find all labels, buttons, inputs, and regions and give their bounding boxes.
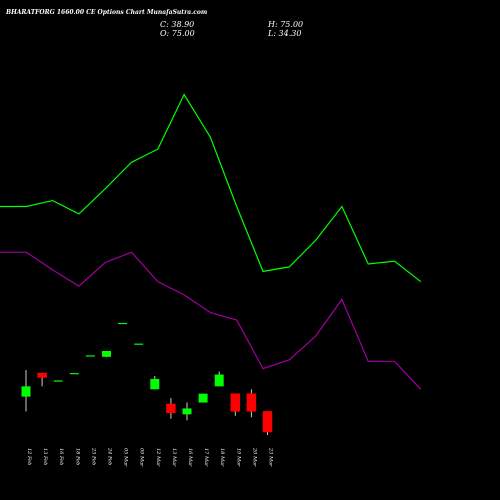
candle-body <box>21 386 31 397</box>
candle <box>166 398 176 419</box>
candle <box>118 322 128 325</box>
candle-body <box>102 350 111 357</box>
close-readout: C: 38.90 <box>160 20 194 29</box>
candle-body <box>182 408 192 415</box>
candle <box>262 411 273 435</box>
candles-group <box>21 322 273 435</box>
x-tick-label: 18 Mar <box>219 448 225 467</box>
candle-body <box>37 372 47 378</box>
indicator-line-1 <box>0 93 422 283</box>
x-tick-label: 19 Mar <box>235 448 241 467</box>
candle <box>214 371 224 387</box>
candle-body <box>69 373 79 375</box>
candle <box>102 350 111 357</box>
candle <box>69 373 79 375</box>
candle-body <box>230 393 241 412</box>
high-readout: H: 75.00 <box>267 20 303 29</box>
x-tick-label: 24 Feb <box>107 447 113 465</box>
x-tick-labels: 12 Feb 13 Feb 16 Feb 18 Feb 23 Feb 24 Feb 05 M… <box>26 447 274 467</box>
candle-body <box>53 380 63 382</box>
candle <box>53 380 63 382</box>
candle <box>150 376 160 390</box>
candle-body <box>134 343 144 345</box>
x-tick-label: 12 Feb <box>26 448 32 465</box>
x-tick-label: 13 Mar <box>171 448 177 467</box>
x-tick-label: 23 Feb <box>90 447 96 465</box>
candle <box>230 393 241 416</box>
x-tick-label: 20 Mar <box>251 447 257 467</box>
x-tick-label: 16 Mar <box>187 448 193 467</box>
candle-body <box>118 322 128 325</box>
candle-body <box>214 374 224 387</box>
x-tick-label: 05 Mar <box>123 448 129 467</box>
candle-body <box>150 378 160 390</box>
candle-body <box>262 411 273 433</box>
x-tick-label: 13 Feb <box>42 448 48 465</box>
indicator-line-2 <box>0 251 422 390</box>
candle <box>198 393 208 403</box>
candle-body <box>85 355 95 357</box>
x-tick-label: 09 Mar <box>139 448 145 467</box>
x-tick-label: 17 Mar <box>203 448 209 467</box>
x-tick-label: 18 Feb <box>74 448 80 465</box>
chart-title: BHARATFORG 1660.00 CE Options Chart Muna… <box>5 9 207 16</box>
candle-body <box>166 403 176 414</box>
low-readout: L: 34.30 <box>267 29 301 38</box>
indicator-lines <box>0 93 422 390</box>
x-tick-label: 23 Mar <box>268 447 274 467</box>
candle <box>182 402 192 421</box>
candle <box>246 389 257 418</box>
candle <box>21 370 31 412</box>
candle-body <box>246 393 257 412</box>
x-tick-label: 16 Feb <box>58 448 64 465</box>
x-tick-label: 12 Mar <box>155 448 161 467</box>
candle <box>37 372 47 387</box>
candle <box>134 343 144 345</box>
candle <box>85 355 95 357</box>
candle-body <box>198 393 208 403</box>
open-readout: O: 75.00 <box>160 29 195 38</box>
